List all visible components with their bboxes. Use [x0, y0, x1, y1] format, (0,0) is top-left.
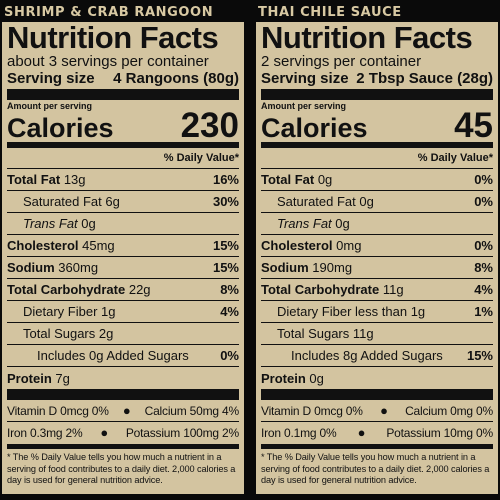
nutrient-row-total-carbohydrate: Total Carbohydrate 11g 4% [261, 279, 493, 301]
nutrient-row-sodium: Sodium 360mg 15% [7, 257, 239, 279]
daily-value-header: % Daily Value* [7, 148, 239, 169]
nutrient-row-saturated-fat: Saturated Fat 6g 30% [7, 191, 239, 213]
nutrient-row-added-sugars: Includes 0g Added Sugars 0% [7, 345, 239, 367]
product-name: THAI CHILE SAUCE [258, 5, 402, 20]
serving-size-label: Serving size [261, 70, 349, 87]
divider-footnote [7, 444, 239, 449]
calories-label: Calories [261, 113, 368, 143]
calories-value: 230 [180, 106, 239, 145]
divider-thick [261, 89, 493, 100]
micronutrient-row: Vitamin D 0mcg 0% ● Calcium 0mg 0% [261, 400, 493, 422]
nutrient-row-sodium: Sodium 190mg 8% [261, 257, 493, 279]
nutrient-row-total-sugars: Total Sugars 11g [261, 323, 493, 345]
calories-row: Calories 45 [261, 106, 493, 145]
nutrient-row-cholesterol: Cholesterol 45mg 15% [7, 235, 239, 257]
divider-thick [261, 389, 493, 400]
footnote: * The % Daily Value tells you how much a… [261, 452, 490, 485]
serving-size: Serving size 4 Rangoons (80g) [7, 70, 239, 87]
divider-medium [261, 142, 493, 148]
nutrient-row-total-fat: Total Fat 13g 16% [7, 169, 239, 191]
footnote: * The % Daily Value tells you how much a… [7, 452, 236, 485]
nutrient-row-cholesterol: Cholesterol 0mg 0% [261, 235, 493, 257]
nutrient-row-total-carbohydrate: Total Carbohydrate 22g 8% [7, 279, 239, 301]
nutrient-row-total-sugars: Total Sugars 2g [7, 323, 239, 345]
nutrient-row-dietary-fiber: Dietary Fiber 1g 4% [7, 301, 239, 323]
divider-thick [7, 389, 239, 400]
product-name: SHRIMP & CRAB RANGOON [4, 5, 214, 20]
amount-per-serving: Amount per serving [261, 101, 347, 111]
servings-per-container: about 3 servings per container [7, 53, 209, 70]
amount-per-serving: Amount per serving [7, 101, 93, 111]
panel-rangoon: SHRIMP & CRAB RANGOON Nutrition Facts ab… [2, 0, 246, 500]
micronutrient-row: Vitamin D 0mcg 0% ● Calcium 50mg 4% [7, 400, 239, 422]
daily-value-header: % Daily Value* [261, 148, 493, 169]
serving-size-value: 2 Tbsp Sauce (28g) [356, 70, 493, 87]
bullet-icon: ● [100, 425, 108, 440]
servings-per-container: 2 servings per container [261, 53, 422, 70]
nutrient-row-saturated-fat: Saturated Fat 0g 0% [261, 191, 493, 213]
calories-row: Calories 230 [7, 106, 239, 145]
nutrient-row-protein: Protein 0g [261, 370, 324, 386]
calories-value: 45 [454, 106, 493, 145]
serving-size-value: 4 Rangoons (80g) [113, 70, 239, 87]
nutrient-row-total-fat: Total Fat 0g 0% [261, 169, 493, 191]
micronutrient-row: Iron 0.1mg 0% ● Potassium 10mg 0% [261, 425, 493, 440]
nutrient-row-trans-fat: Trans Fat 0g [261, 213, 493, 235]
divider-medium [7, 142, 239, 148]
nutrient-row-protein: Protein 7g [7, 370, 70, 386]
label-title: Nutrition Facts [261, 20, 473, 55]
divider-footnote [261, 444, 493, 449]
serving-size: Serving size 2 Tbsp Sauce (28g) [261, 70, 493, 87]
nutrient-row-added-sugars: Includes 8g Added Sugars 15% [261, 345, 493, 367]
panel-chile-sauce: THAI CHILE SAUCE Nutrition Facts 2 servi… [256, 0, 500, 500]
nutrition-label: Nutrition Facts 2 servings per container… [256, 22, 498, 494]
nutrient-row-dietary-fiber: Dietary Fiber less than 1g 1% [261, 301, 493, 323]
label-title: Nutrition Facts [7, 20, 219, 55]
micronutrient-row: Iron 0.3mg 2% ● Potassium 100mg 2% [7, 425, 239, 440]
serving-size-label: Serving size [7, 70, 95, 87]
nutrition-label: Nutrition Facts about 3 servings per con… [2, 22, 244, 494]
bullet-icon: ● [380, 403, 388, 418]
divider-thick [7, 89, 239, 100]
bullet-icon: ● [122, 403, 131, 418]
calories-label: Calories [7, 113, 114, 143]
nutrient-row-trans-fat: Trans Fat 0g [7, 213, 239, 235]
bullet-icon: ● [357, 425, 366, 440]
